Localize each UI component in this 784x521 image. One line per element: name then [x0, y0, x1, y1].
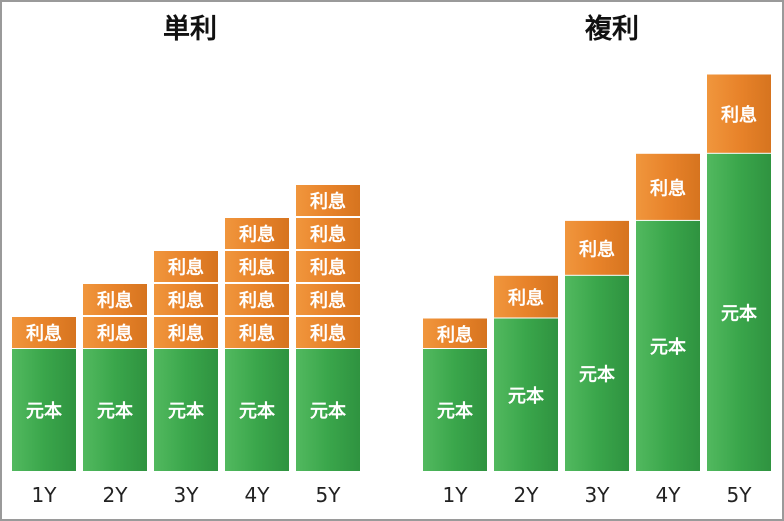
bar-interest-compound: [565, 220, 629, 275]
bar-interest-simple: [12, 317, 76, 348]
label-principal-simple: 元本: [26, 400, 62, 422]
label-principal-compound: 元本: [579, 363, 615, 385]
bar-principal-compound: [636, 220, 700, 471]
bar-interest-compound: [423, 318, 487, 348]
bar-interest-compound: [636, 153, 700, 220]
bar-interest-simple: [296, 185, 360, 216]
bar-interest-simple: [225, 317, 289, 348]
x-tick-compound: 2Y: [514, 483, 540, 507]
bar-interest-simple: [225, 251, 289, 282]
label-interest-simple: 利息: [97, 323, 133, 345]
label-interest-simple: 利息: [97, 290, 133, 312]
bar-interest-simple: [154, 317, 218, 348]
chart-title-compound: 複利: [585, 13, 639, 45]
label-interest-simple: 利息: [310, 323, 346, 345]
label-interest-simple: 利息: [239, 257, 275, 279]
bar-principal-compound: [707, 153, 771, 472]
bar-principal-simple: [296, 349, 360, 471]
label-interest-simple: 利息: [310, 257, 346, 279]
label-principal-simple: 元本: [168, 400, 204, 422]
bar-principal-simple: [225, 349, 289, 471]
x-tick-compound: 1Y: [443, 483, 469, 507]
label-interest-compound: 利息: [579, 238, 615, 260]
x-tick-compound: 5Y: [727, 483, 753, 507]
chart-title-simple: 単利: [163, 13, 217, 45]
label-principal-simple: 元本: [239, 400, 275, 422]
label-interest-compound: 利息: [508, 287, 544, 309]
label-interest-simple: 利息: [168, 323, 204, 345]
bar-principal-compound: [494, 318, 558, 471]
label-principal-simple: 元本: [97, 400, 133, 422]
x-tick-compound: 3Y: [585, 483, 611, 507]
bar-principal-simple: [83, 349, 147, 471]
x-tick-simple: 5Y: [316, 483, 342, 507]
bar-interest-simple: [296, 251, 360, 282]
bar-interest-simple: [225, 218, 289, 249]
label-interest-compound: 利息: [437, 324, 473, 346]
bar-principal-simple: [12, 349, 76, 471]
x-tick-simple: 2Y: [103, 483, 129, 507]
bar-interest-simple: [225, 284, 289, 315]
label-interest-simple: 利息: [239, 323, 275, 345]
bar-interest-simple: [296, 317, 360, 348]
label-interest-compound: 利息: [721, 104, 757, 126]
label-interest-simple: 利息: [26, 323, 62, 345]
label-interest-simple: 利息: [310, 191, 346, 213]
bar-principal-compound: [423, 349, 487, 471]
label-principal-compound: 元本: [508, 385, 544, 407]
x-tick-compound: 4Y: [656, 483, 682, 507]
bar-interest-simple: [296, 284, 360, 315]
label-principal-compound: 元本: [437, 400, 473, 422]
x-tick-simple: 1Y: [32, 483, 58, 507]
bar-interest-simple: [296, 218, 360, 249]
bar-interest-simple: [154, 284, 218, 315]
label-interest-simple: 利息: [310, 290, 346, 312]
bar-interest-simple: [83, 317, 147, 348]
label-interest-simple: 利息: [239, 290, 275, 312]
label-principal-compound: 元本: [721, 302, 757, 324]
label-principal-compound: 元本: [650, 336, 686, 358]
label-interest-compound: 利息: [650, 177, 686, 199]
bar-principal-compound: [565, 275, 629, 471]
x-tick-simple: 3Y: [174, 483, 200, 507]
bar-interest-simple: [154, 251, 218, 282]
bar-interest-simple: [83, 284, 147, 315]
label-interest-simple: 利息: [239, 224, 275, 246]
bar-principal-simple: [154, 349, 218, 471]
label-interest-simple: 利息: [168, 290, 204, 312]
x-tick-simple: 4Y: [245, 483, 271, 507]
label-interest-simple: 利息: [310, 224, 346, 246]
label-interest-simple: 利息: [168, 257, 204, 279]
bar-interest-compound: [494, 275, 558, 318]
label-principal-simple: 元本: [310, 400, 346, 422]
bar-interest-compound: [707, 74, 771, 153]
